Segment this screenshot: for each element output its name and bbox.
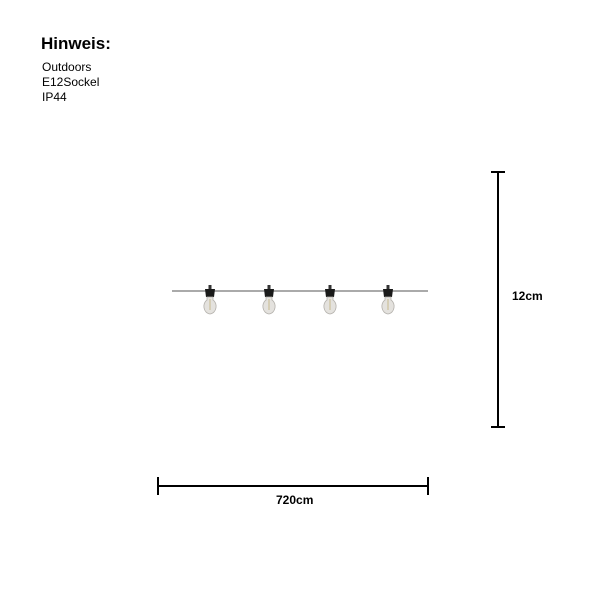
bulb-icon xyxy=(381,285,395,315)
width-dimension-line xyxy=(157,477,429,495)
bulb-icon xyxy=(323,285,337,315)
notes-list: Outdoors E12Sockel IP44 xyxy=(42,60,99,105)
note-item: E12Sockel xyxy=(42,75,100,89)
bulb-icon xyxy=(203,285,217,315)
note-item: IP44 xyxy=(42,90,67,104)
heading: Hinweis: xyxy=(41,34,111,53)
width-label: 720cm xyxy=(276,493,314,507)
height-dimension-line xyxy=(491,171,505,428)
bulb-icon xyxy=(262,285,276,315)
note-item: Outdoors xyxy=(42,60,92,74)
height-label: 12cm xyxy=(512,289,543,303)
bulbs xyxy=(203,285,395,315)
